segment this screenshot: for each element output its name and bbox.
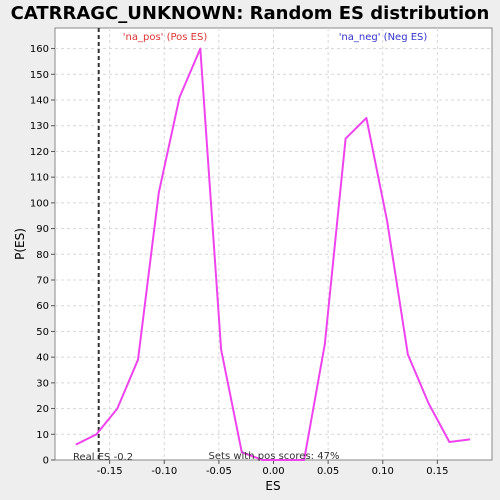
x-tick-label: 0.15 <box>426 466 448 477</box>
series-layer <box>75 47 471 461</box>
y-tick-label: 90 <box>36 224 49 235</box>
y-tick-label: 40 <box>36 353 49 364</box>
y-tick-label: 80 <box>36 250 49 261</box>
y-tick-label: 70 <box>36 276 49 287</box>
es-distribution-line <box>75 47 471 461</box>
y-tick-label: 150 <box>30 70 49 81</box>
y-tick-label: 120 <box>30 147 49 158</box>
y-tick-label: 30 <box>36 378 49 389</box>
x-axis-label: ES <box>265 479 280 493</box>
real-es-label: Real ES -0.2 <box>73 452 133 463</box>
y-tick-label: 100 <box>30 198 49 209</box>
x-tick-label: -0.15 <box>97 466 123 477</box>
grid-layer <box>55 28 492 460</box>
x-tick-label: -0.05 <box>206 466 232 477</box>
chart-title: CATRRAGC_UNKNOWN: Random ES distribution <box>11 3 490 24</box>
x-axis: -0.15 -0.10 -0.05 0.00 0.05 0.10 0.15 <box>97 460 449 477</box>
neg-es-label: 'na_neg' (Neg ES) <box>339 32 428 43</box>
y-axis-label: P(ES) <box>13 228 27 260</box>
y-tick-label: 50 <box>36 327 49 338</box>
x-tick-label: -0.10 <box>151 466 177 477</box>
y-tick-label: 10 <box>36 430 49 441</box>
x-tick-label: 0.05 <box>317 466 339 477</box>
y-tick-label: 0 <box>43 456 49 467</box>
y-tick-label: 20 <box>36 404 49 415</box>
y-axis: 0 10 20 30 40 50 60 70 80 90 100 110 120 130 140 150 160 <box>30 44 55 467</box>
y-tick-label: 130 <box>30 121 49 132</box>
x-tick-label: 0.00 <box>262 466 284 477</box>
pos-es-label: 'na_pos' (Pos ES) <box>123 32 208 43</box>
sets-with-pos-scores-label: Sets with pos scores: 47% <box>209 451 340 462</box>
y-tick-label: 160 <box>30 44 49 55</box>
x-tick-label: 0.10 <box>372 466 394 477</box>
y-tick-label: 140 <box>30 96 49 107</box>
y-tick-label: 60 <box>36 301 49 312</box>
y-tick-label: 110 <box>30 173 49 184</box>
